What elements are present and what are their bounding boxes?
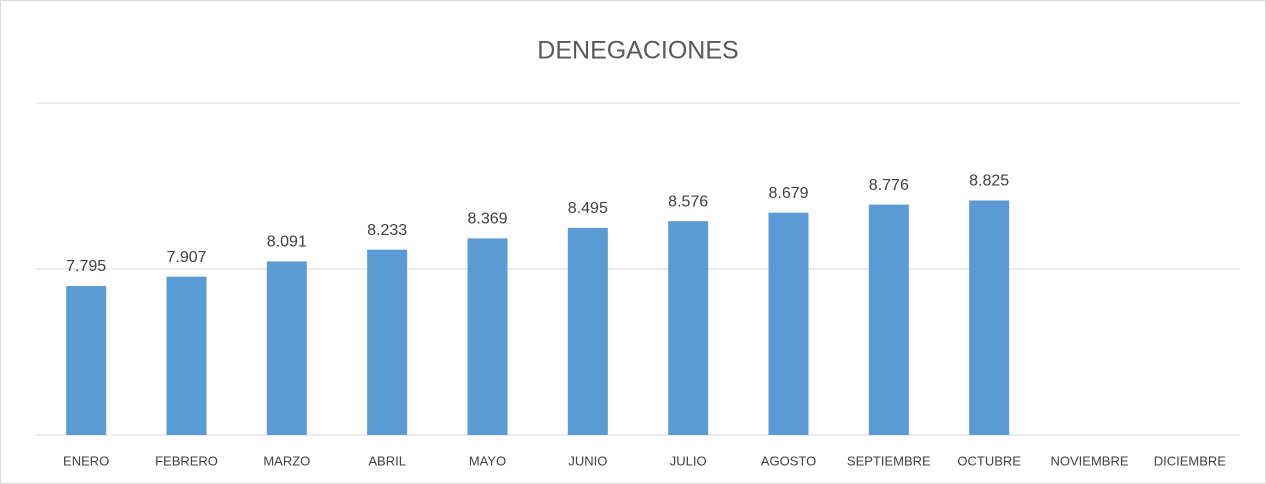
x-tick-label: MAYO (469, 453, 506, 468)
x-tick-label: JUNIO (568, 453, 607, 468)
data-label: 8.369 (467, 211, 507, 228)
bar (166, 276, 207, 435)
bar (969, 200, 1010, 435)
bar (768, 212, 809, 435)
data-label: 7.907 (166, 249, 206, 266)
bar (567, 227, 608, 435)
data-label: 8.091 (267, 234, 307, 251)
bar (668, 221, 709, 435)
data-label: 8.576 (668, 193, 708, 210)
bar (367, 249, 408, 435)
x-tick-label: OCTUBRE (957, 453, 1021, 468)
x-tick-label: SEPTIEMBRE (847, 453, 931, 468)
data-label: 8.776 (869, 177, 909, 194)
chart-title: DENEGACIONES (537, 37, 738, 65)
bar (868, 204, 909, 435)
bar (266, 261, 307, 435)
bar (66, 286, 107, 435)
x-tick-label: NOVIEMBRE (1050, 453, 1128, 468)
data-label: 8.679 (768, 185, 808, 202)
x-tick-label: ABRIL (368, 453, 406, 468)
data-label: 8.825 (969, 173, 1009, 190)
x-tick-label: JULIO (670, 453, 707, 468)
x-tick-label: AGOSTO (761, 453, 816, 468)
x-tick-label: ENERO (63, 453, 109, 468)
x-tick-label: MARZO (263, 453, 310, 468)
x-tick-label: DICIEMBRE (1154, 453, 1227, 468)
bar (467, 238, 508, 435)
data-label: 8.495 (568, 200, 608, 217)
data-label: 8.233 (367, 222, 407, 239)
data-label: 7.795 (66, 258, 106, 275)
x-tick-label: FEBRERO (155, 453, 218, 468)
